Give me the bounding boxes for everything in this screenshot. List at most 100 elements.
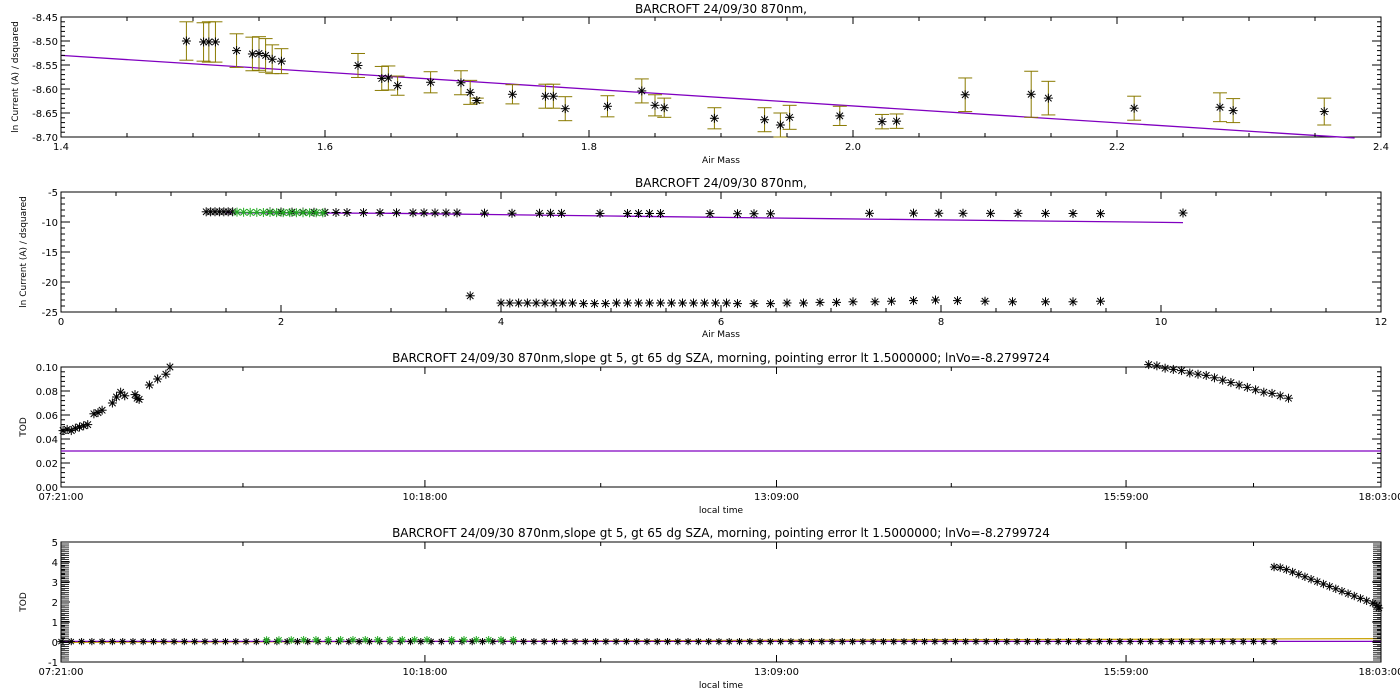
data-point	[1026, 89, 1036, 99]
data-point	[66, 426, 76, 436]
data-point	[960, 90, 970, 100]
data-point	[1251, 385, 1261, 395]
data-point-low	[568, 298, 577, 308]
data-point-green	[336, 636, 345, 644]
panel3-title: BARCROFT 24/09/30 870nm,slope gt 5, gt 6…	[392, 351, 1050, 365]
data-point	[1300, 572, 1310, 581]
data-point-low	[678, 298, 687, 308]
panel-airmass-full: BARCROFT 24/09/30 870nm, 0 2 4 6 8 10 12 -25 -2…	[19, 176, 1387, 340]
data-point	[149, 638, 158, 646]
panel-tod-full: BARCROFT 24/09/30 870nm,slope gt 5, gt 6…	[19, 526, 1400, 691]
x-tick-label: 6	[718, 317, 724, 328]
data-point	[426, 77, 436, 87]
data-point	[392, 208, 401, 218]
data-point	[417, 638, 425, 646]
data-point	[170, 638, 178, 646]
data-point-low	[514, 298, 524, 308]
data-point	[725, 638, 733, 646]
data-point	[1188, 638, 1196, 646]
data-point	[1283, 393, 1293, 403]
y-tick-label: 0.00	[36, 483, 58, 494]
data-point	[900, 638, 908, 646]
data-point	[165, 362, 175, 372]
data-point-low	[656, 298, 665, 308]
data-point	[760, 115, 770, 125]
panel1-plot-frame	[60, 16, 1382, 138]
data-point	[1068, 208, 1078, 218]
data-point-low	[623, 298, 632, 308]
y-tick-label: -8.45	[32, 13, 58, 24]
data-point	[1356, 594, 1365, 603]
data-point	[951, 638, 959, 646]
data-point	[602, 101, 612, 111]
data-point	[1350, 591, 1359, 601]
data-point	[1116, 638, 1124, 646]
data-point	[478, 638, 487, 646]
data-point	[267, 54, 277, 64]
data-point	[232, 46, 242, 56]
data-point	[877, 117, 887, 127]
x-tick-label: 07:21:00	[39, 492, 84, 503]
y-tick-label: -15	[42, 248, 58, 259]
data-point	[941, 638, 949, 646]
data-point	[637, 86, 647, 96]
data-point	[571, 638, 579, 646]
x-tick-label: 1.6	[317, 142, 333, 153]
data-point	[1260, 638, 1268, 646]
data-point	[119, 638, 127, 646]
data-point	[201, 638, 209, 646]
data-point-low	[766, 299, 775, 309]
data-point-green	[245, 207, 255, 217]
data-point-green	[262, 636, 271, 644]
data-point-green	[484, 636, 493, 644]
data-point	[1013, 208, 1023, 218]
data-point-low	[634, 298, 643, 308]
panel1-xlabel: Air Mass	[702, 156, 740, 166]
data-point-low	[601, 299, 610, 309]
y-tick-label: 0	[52, 638, 58, 649]
data-point	[659, 103, 669, 113]
data-point-low	[540, 298, 550, 308]
data-point	[920, 638, 929, 646]
data-point	[210, 37, 220, 47]
data-point	[705, 209, 715, 219]
y-tick-label: -5	[48, 188, 58, 199]
data-point-green	[423, 636, 431, 644]
data-point	[1209, 373, 1219, 383]
data-point	[931, 638, 939, 646]
data-point	[535, 208, 544, 218]
data-point	[79, 421, 89, 431]
data-point	[1185, 368, 1195, 378]
data-point-green	[460, 636, 468, 644]
data-point	[962, 638, 970, 646]
data-point	[828, 638, 836, 646]
data-point	[353, 60, 363, 70]
data-point	[112, 392, 122, 402]
data-point	[623, 208, 632, 218]
data-point	[1136, 638, 1145, 646]
data-point-low	[505, 298, 515, 308]
data-point	[377, 73, 387, 83]
data-point	[766, 209, 775, 219]
data-point-green	[287, 636, 296, 644]
panel4-xlabel: local time	[699, 681, 744, 691]
data-point	[120, 391, 130, 401]
data-point	[546, 208, 555, 218]
data-point	[550, 638, 559, 646]
fit-line	[60, 54, 1355, 139]
data-point	[144, 380, 154, 390]
data-point-low	[815, 297, 825, 307]
data-point	[1003, 638, 1011, 646]
data-point	[735, 638, 744, 646]
data-point-low	[711, 298, 720, 308]
data-point	[650, 100, 660, 110]
data-point-low	[612, 298, 621, 308]
data-point	[540, 91, 550, 101]
data-point	[83, 420, 93, 430]
data-point	[161, 369, 171, 379]
data-point	[355, 638, 363, 646]
y-tick-label: -10	[42, 218, 58, 229]
data-point	[383, 73, 393, 83]
data-point	[705, 638, 713, 646]
x-tick-label: 2.4	[1373, 142, 1389, 153]
